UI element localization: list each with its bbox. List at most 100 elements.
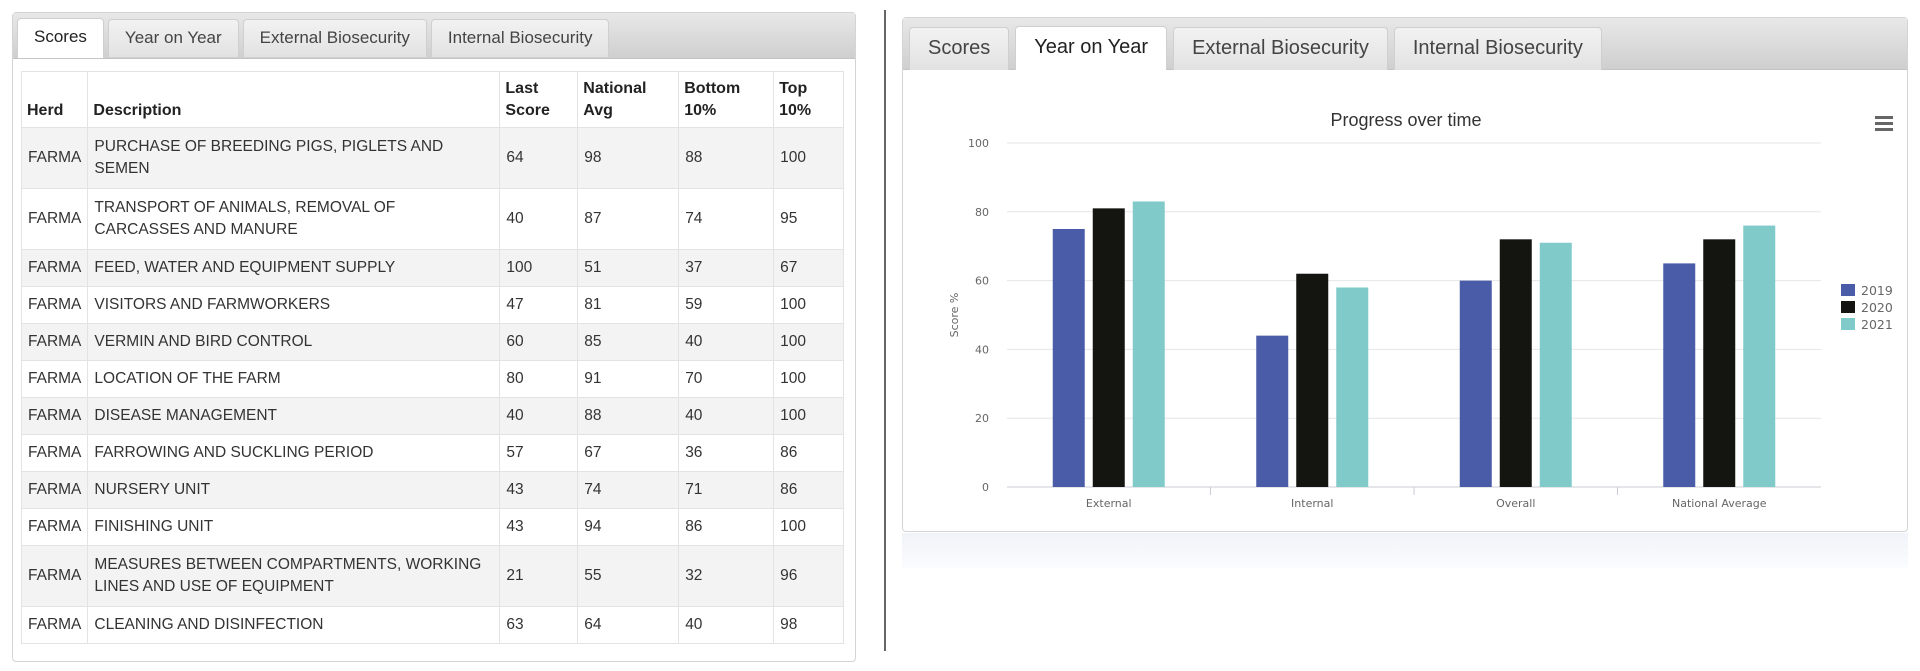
last-score-cell: 63 xyxy=(499,606,579,644)
header-bottom-10[interactable]: Bottom 10% xyxy=(678,71,775,128)
tab-year-on-year[interactable]: Year on Year xyxy=(107,19,239,57)
x-tick-label: National Average xyxy=(1672,497,1767,510)
bottom-10-cell: 37 xyxy=(678,249,775,287)
description-cell: LOCATION OF THE FARM xyxy=(87,360,501,398)
national-avg-cell: 81 xyxy=(577,286,680,324)
tab-internal-biosecurity[interactable]: Internal Biosecurity xyxy=(430,19,610,57)
table-row: FARMA FARROWING AND SUCKLING PERIOD 57 67 36… xyxy=(20,434,844,472)
y-tick-label: 80 xyxy=(975,206,989,219)
left-tab-bar: Scores Year on Year External Biosecurity… xyxy=(13,13,855,59)
bar-2021-internal xyxy=(1336,287,1369,487)
table-row: FARMA FEED, WATER AND EQUIPMENT SUPPLY 100… xyxy=(20,249,844,287)
bar-2020-overall xyxy=(1499,239,1532,487)
last-score-cell: 60 xyxy=(499,323,579,361)
bottom-10-cell: 40 xyxy=(678,397,775,435)
hamburger-menu-icon[interactable] xyxy=(1875,116,1893,131)
last-score-cell: 40 xyxy=(499,397,579,435)
herd-cell: FARMA xyxy=(20,434,89,472)
last-score-cell: 64 xyxy=(499,127,579,189)
right-tab-bar: Scores Year on Year External Biosecurity… xyxy=(903,18,1907,70)
y-tick-label: 60 xyxy=(975,275,989,288)
x-tick-label: External xyxy=(1086,497,1132,510)
x-tick-label: Internal xyxy=(1291,497,1333,510)
bottom-10-cell: 59 xyxy=(678,286,775,324)
last-score-cell: 40 xyxy=(499,188,579,250)
chart-panel: Scores Year on Year External Biosecurity… xyxy=(902,17,1908,532)
table-row: FARMA VERMIN AND BIRD CONTROL 60 85 40 100 xyxy=(20,323,844,361)
description-cell: MEASURES BETWEEN COMPARTMENTS, WORKING LI… xyxy=(87,545,501,607)
header-herd[interactable]: Herd xyxy=(20,71,89,128)
national-avg-cell: 94 xyxy=(577,508,680,546)
header-description[interactable]: Description xyxy=(87,71,501,128)
chart-area: Progress over time 0 20 40 60 80 100 Score % Ex… xyxy=(903,70,1909,530)
last-score-cell: 100 xyxy=(499,249,579,287)
herd-cell: FARMA xyxy=(20,286,89,324)
legend-label: 2021 xyxy=(1861,317,1893,332)
tab-scores[interactable]: Scores xyxy=(17,18,104,58)
bar-2021-external xyxy=(1132,201,1165,488)
national-avg-cell: 98 xyxy=(577,127,680,189)
description-cell: VERMIN AND BIRD CONTROL xyxy=(87,323,501,361)
tab-internal-biosecurity[interactable]: Internal Biosecurity xyxy=(1393,27,1602,70)
top-10-cell: 96 xyxy=(773,545,844,607)
top-10-cell: 100 xyxy=(773,286,844,324)
top-10-cell: 98 xyxy=(773,606,844,644)
bottom-10-cell: 36 xyxy=(678,434,775,472)
bottom-10-cell: 40 xyxy=(678,606,775,644)
tab-year-on-year[interactable]: Year on Year xyxy=(1015,26,1168,70)
description-cell: FEED, WATER AND EQUIPMENT SUPPLY xyxy=(87,249,501,287)
herd-cell: FARMA xyxy=(20,545,89,607)
national-avg-cell: 74 xyxy=(577,471,680,509)
table-body: FARMA PURCHASE OF BREEDING PIGS, PIGLETS … xyxy=(20,127,844,644)
national-avg-cell: 64 xyxy=(577,606,680,644)
national-avg-cell: 88 xyxy=(577,397,680,435)
table-row: FARMA DISEASE MANAGEMENT 40 88 40 100 xyxy=(20,397,844,435)
table-row: FARMA LOCATION OF THE FARM 80 91 70 100 xyxy=(20,360,844,398)
tab-external-biosecurity[interactable]: External Biosecurity xyxy=(242,19,427,57)
tab-scores[interactable]: Scores xyxy=(909,27,1010,70)
national-avg-cell: 91 xyxy=(577,360,680,398)
last-score-cell: 57 xyxy=(499,434,579,472)
table-row: FARMA NURSERY UNIT 43 74 71 86 xyxy=(20,471,844,509)
top-10-cell: 95 xyxy=(773,188,844,250)
table-row: FARMA FINISHING UNIT 43 94 86 100 xyxy=(20,508,844,546)
description-cell: CLEANING AND DISINFECTION xyxy=(87,606,501,644)
top-10-cell: 100 xyxy=(773,127,844,189)
national-avg-cell: 55 xyxy=(577,545,680,607)
herd-cell: FARMA xyxy=(20,127,89,189)
bar-2020-internal xyxy=(1296,273,1329,487)
description-cell: FINISHING UNIT xyxy=(87,508,501,546)
national-avg-cell: 85 xyxy=(577,323,680,361)
table-row: FARMA MEASURES BETWEEN COMPARTMENTS, WORK… xyxy=(20,545,844,607)
legend-swatch xyxy=(1841,301,1855,313)
bottom-10-cell: 32 xyxy=(678,545,775,607)
top-10-cell: 100 xyxy=(773,397,844,435)
bottom-10-cell: 86 xyxy=(678,508,775,546)
legend-swatch xyxy=(1841,318,1855,330)
tab-external-biosecurity[interactable]: External Biosecurity xyxy=(1173,27,1388,70)
bottom-10-cell: 40 xyxy=(678,323,775,361)
top-10-cell: 86 xyxy=(773,471,844,509)
description-cell: DISEASE MANAGEMENT xyxy=(87,397,501,435)
bar-chart: 0 20 40 60 80 100 Score % External Internal Overa… xyxy=(948,137,1893,510)
panel-shadow xyxy=(902,533,1908,568)
y-tick-label: 100 xyxy=(968,137,989,150)
scores-table: Herd Description Last Score National Avg B… xyxy=(20,71,844,644)
last-score-cell: 47 xyxy=(499,286,579,324)
table-header-row: Herd Description Last Score National Avg B… xyxy=(20,71,844,128)
herd-cell: FARMA xyxy=(20,471,89,509)
legend-label: 2019 xyxy=(1861,283,1893,298)
top-10-cell: 100 xyxy=(773,508,844,546)
top-10-cell: 100 xyxy=(773,360,844,398)
last-score-cell: 43 xyxy=(499,471,579,509)
header-top-10[interactable]: Top 10% xyxy=(773,71,844,128)
header-last-score[interactable]: Last Score xyxy=(499,71,579,128)
y-tick-label: 20 xyxy=(975,412,989,425)
top-10-cell: 86 xyxy=(773,434,844,472)
y-axis-label: Score % xyxy=(948,293,961,338)
header-national-avg[interactable]: National Avg xyxy=(577,71,680,128)
top-10-cell: 67 xyxy=(773,249,844,287)
herd-cell: FARMA xyxy=(20,323,89,361)
bar-2021-national-average xyxy=(1743,225,1776,487)
last-score-cell: 80 xyxy=(499,360,579,398)
